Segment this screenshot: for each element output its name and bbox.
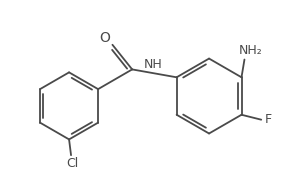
Text: O: O bbox=[99, 31, 110, 45]
Text: NH: NH bbox=[144, 58, 163, 71]
Text: NH₂: NH₂ bbox=[238, 44, 262, 57]
Text: F: F bbox=[265, 113, 272, 126]
Text: Cl: Cl bbox=[66, 157, 78, 170]
